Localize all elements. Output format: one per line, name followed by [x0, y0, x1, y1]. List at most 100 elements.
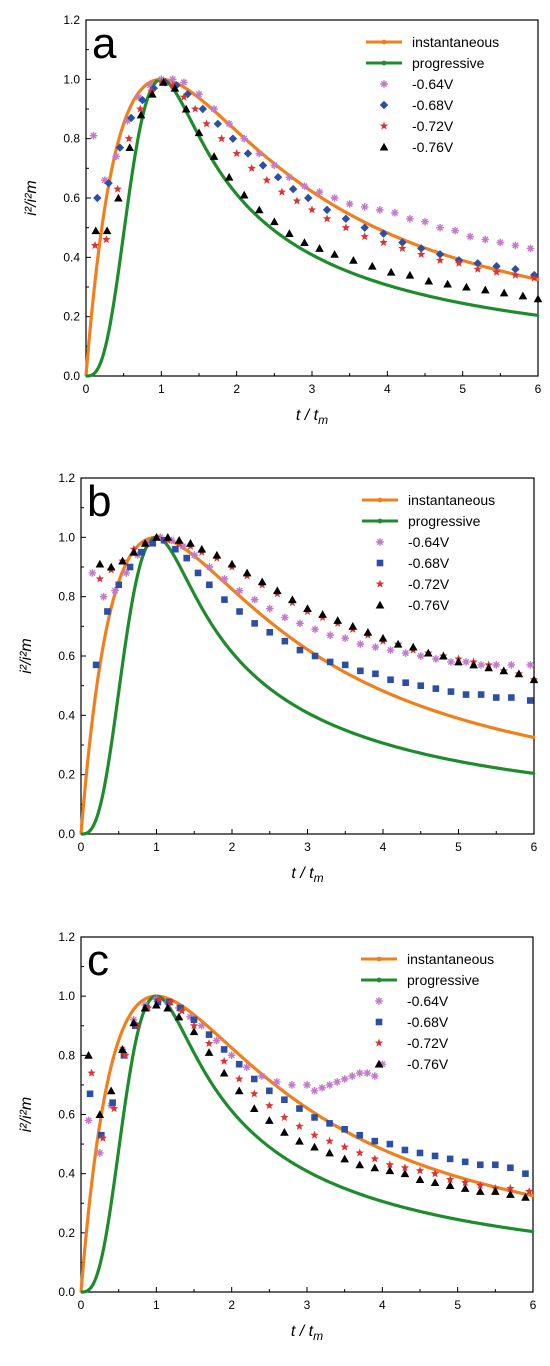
series-line-point [362, 1194, 365, 1197]
series-line-point [332, 664, 336, 668]
data-point [154, 998, 162, 1006]
series-line-point [471, 1179, 475, 1183]
series-line-point [490, 1184, 493, 1188]
series-line-point [453, 759, 457, 762]
data-point [445, 1181, 455, 1189]
series-line-instantaneous [79, 994, 534, 1293]
series-line-point [238, 594, 241, 598]
data-point [152, 533, 161, 541]
series-line-point [460, 718, 464, 721]
series-line-point [242, 663, 245, 667]
data-point [431, 1152, 439, 1160]
data-point [348, 622, 358, 630]
y-tick-label: 0.6 [63, 191, 80, 205]
data-point [507, 661, 516, 669]
series-line-point [230, 650, 234, 654]
series-line-point [448, 1173, 452, 1176]
series-line-point [378, 228, 382, 231]
series-line-point [514, 310, 517, 314]
data-point [415, 1175, 425, 1184]
series-line-point [212, 161, 216, 164]
series-line-point [313, 1111, 316, 1115]
data-point [307, 205, 317, 214]
series-line-point [128, 612, 132, 616]
data-point [492, 694, 500, 701]
x-tick-label: 6 [530, 1298, 537, 1312]
legend-entry-label: progressive [408, 513, 481, 529]
series-line-point [173, 1015, 177, 1019]
series-line-progressive [85, 77, 539, 378]
data-point [341, 634, 350, 642]
data-point [405, 270, 415, 279]
series-line-point [499, 308, 502, 312]
series-line-point [257, 611, 260, 614]
data-point [322, 205, 332, 215]
series-line-progressive [80, 535, 535, 836]
data-point [95, 1110, 105, 1118]
series-line-point [532, 736, 536, 739]
data-point [481, 235, 490, 244]
data-point [194, 569, 202, 577]
series-line-point [381, 1148, 384, 1151]
data-point [220, 1046, 228, 1053]
series-line-point [141, 86, 144, 90]
data-point [330, 194, 339, 202]
data-point [98, 1131, 105, 1139]
series-line-point [107, 331, 110, 334]
x-tick-label: 0 [78, 1298, 85, 1312]
series-line-point [431, 295, 434, 299]
data-point [265, 604, 274, 613]
data-point [220, 575, 229, 583]
series-line-point [87, 830, 90, 834]
series-line-point [336, 725, 340, 729]
x-tick-label: 4 [380, 840, 387, 854]
data-point [400, 1163, 410, 1172]
data-point [430, 1178, 440, 1186]
series-line-point [87, 1288, 90, 1292]
data-point [417, 244, 426, 253]
series-line-point [510, 731, 513, 734]
series-line-point [234, 591, 238, 594]
data-point [194, 128, 204, 137]
series-line-point [298, 643, 302, 646]
data-point [398, 244, 407, 252]
data-point [469, 660, 478, 669]
series-line-point [456, 1175, 459, 1179]
series-line-point [423, 706, 426, 709]
data-point [177, 1004, 184, 1012]
series-line-point [491, 267, 495, 271]
x-tick-label: 6 [531, 840, 538, 854]
series-line-point [340, 669, 343, 672]
series-line-point [299, 247, 303, 250]
x-tick-label: 0 [78, 840, 85, 854]
data-point [506, 1190, 515, 1198]
data-point [89, 131, 98, 140]
series-line-point [475, 1221, 478, 1225]
series-line-point [495, 307, 498, 311]
data-point [480, 285, 490, 294]
y-axis-label: i²/i²m [23, 180, 40, 216]
data-point [104, 608, 111, 615]
data-point [273, 173, 283, 182]
series-line-point [373, 1197, 377, 1201]
data-point [333, 616, 342, 624]
series-line-point [234, 655, 238, 658]
series-line-point [306, 648, 309, 651]
data-point [514, 669, 524, 678]
series-line-point [381, 1200, 384, 1203]
series-line-point [456, 1218, 459, 1221]
data-point [191, 104, 200, 113]
series-line-point [359, 734, 362, 738]
series-line-point [226, 584, 230, 588]
series-line-point [264, 684, 268, 687]
series-line-point [200, 560, 204, 564]
data-point [507, 1164, 514, 1172]
series-line-point [411, 750, 415, 753]
series-line-point [437, 1169, 441, 1173]
series-line-point [272, 623, 275, 627]
series--0.64V [84, 995, 387, 1157]
series-line-point [279, 629, 283, 632]
data-point [121, 1050, 130, 1059]
series-line-point [207, 1077, 211, 1081]
data-point [127, 113, 136, 123]
